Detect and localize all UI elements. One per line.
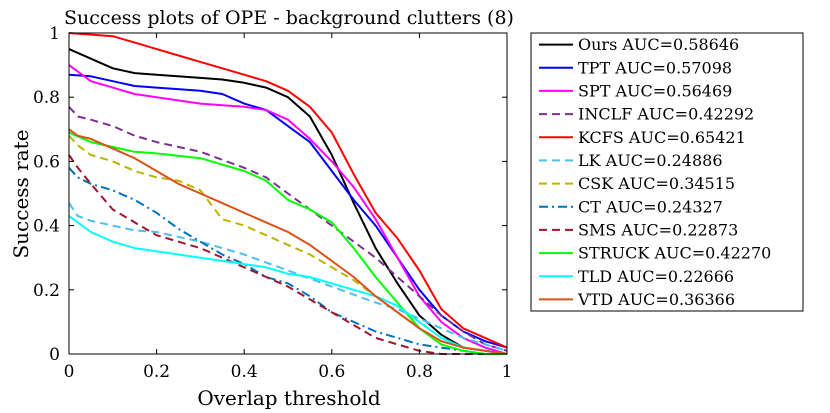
x-tick-label: 0.8: [406, 362, 433, 382]
x-tick-label: 0.4: [231, 362, 258, 382]
y-tick-label: 0.6: [33, 152, 60, 172]
series-line-9: [68, 131, 507, 355]
series-line-11: [68, 128, 508, 355]
legend-label-3: INCLF AUC=0.42292: [578, 105, 754, 124]
series-line-1: [68, 73, 508, 349]
series-line-5: [68, 202, 508, 352]
legend-label-10: TLD AUC=0.22666: [578, 267, 734, 286]
legend-label-4: KCFS AUC=0.65421: [578, 128, 746, 147]
series-line-2: [68, 64, 508, 355]
y-axis-label: Success rate: [9, 129, 33, 258]
y-tick-label: 1: [49, 24, 60, 44]
legend-label-11: VTD AUC=0.36366: [577, 290, 735, 309]
legend-label-7: CT AUC=0.24327: [578, 197, 723, 216]
x-tick-label: 0.2: [143, 362, 170, 382]
x-tick-label: 0.6: [318, 362, 345, 382]
plot-area: [68, 32, 508, 355]
chart-title: Success plots of OPE - background clutte…: [64, 7, 514, 29]
x-axis-label: Overlap threshold: [197, 386, 380, 410]
legend-label-9: STRUCK AUC=0.42270: [578, 244, 771, 263]
series-line-8: [68, 154, 507, 355]
legend-label-2: SPT AUC=0.56469: [578, 81, 732, 100]
legend-label-5: LK AUC=0.24886: [578, 151, 723, 170]
legend-label-8: SMS AUC=0.22873: [578, 220, 738, 239]
y-tick-label: 0.2: [33, 281, 60, 301]
y-tick-label: 0.4: [33, 217, 60, 237]
y-tick-label: 0: [49, 345, 60, 365]
axes-frame: [68, 32, 508, 355]
legend-label-1: TPT AUC=0.57098: [578, 58, 732, 77]
series-line-4: [68, 32, 508, 349]
legend-box: [530, 32, 804, 312]
legend-label-0: Ours AUC=0.58646: [578, 35, 739, 54]
y-tick-label: 0.8: [33, 88, 60, 108]
series-line-3: [68, 106, 508, 352]
series-line-0: [68, 48, 508, 355]
x-tick-label: 1: [502, 362, 513, 382]
legend: Ours AUC=0.58646 TPT AUC=0.57098 SPT AUC=0…: [530, 32, 804, 312]
x-tick-label: 0: [64, 362, 75, 382]
legend-label-6: CSK AUC=0.34515: [578, 174, 735, 193]
series-line-10: [68, 215, 508, 355]
axes: 0 0.2 0.4 0.6 0.8 1 0 0.2 0.4 0.6 0.8 1: [33, 24, 512, 382]
series-line-7: [68, 167, 507, 355]
